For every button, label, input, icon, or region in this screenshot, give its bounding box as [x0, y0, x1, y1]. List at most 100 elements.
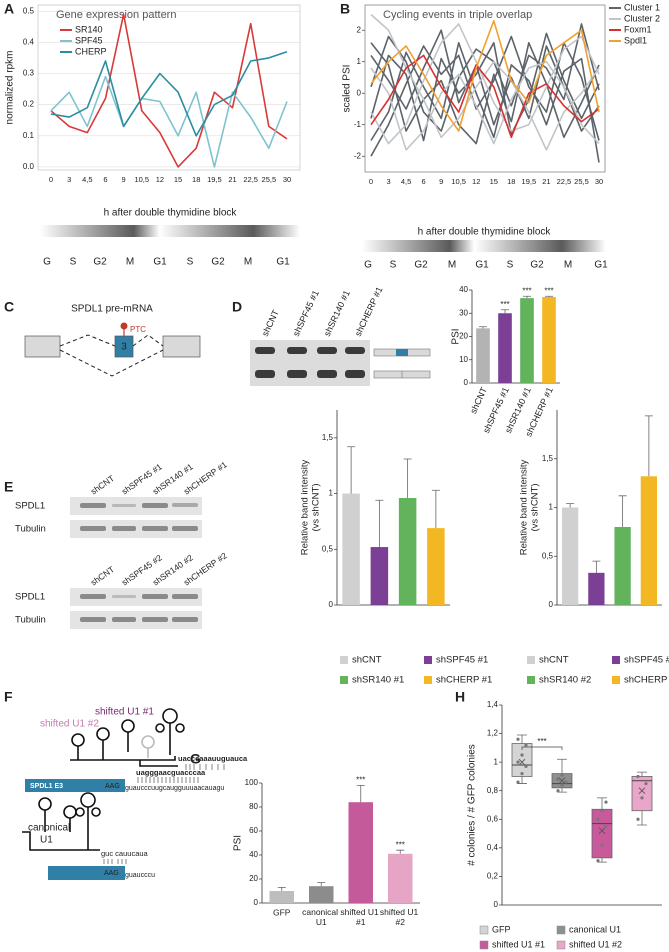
panel-label: B	[340, 1, 350, 17]
error-bar	[523, 295, 531, 299]
y-tick-label: 0	[329, 600, 334, 609]
x-tick-label: 22,5	[557, 177, 572, 186]
error-bar	[501, 309, 509, 314]
diagram-f-rects: shifted U1 #1 shifted U1 #2 uacccaaauugu…	[25, 707, 248, 880]
bar	[348, 802, 373, 903]
data-point	[596, 859, 600, 863]
legend-swatch	[424, 676, 432, 684]
phase-label: G2	[211, 257, 225, 268]
data-point	[516, 737, 520, 741]
y-axis-label: normalized rpkm	[5, 51, 16, 125]
y-axis-label: PSI	[451, 328, 462, 344]
bar	[388, 853, 413, 903]
y-axis-label: Relative band intensity	[300, 459, 311, 555]
bands	[255, 347, 365, 378]
y-tick-label: 0	[464, 378, 469, 387]
exon-box	[25, 779, 125, 792]
phase-label: M	[126, 257, 134, 268]
phase-label: S	[390, 260, 397, 271]
significance-bracket	[521, 746, 563, 750]
error-bar	[277, 887, 286, 891]
phase-label: G	[364, 260, 372, 271]
error-bar	[545, 295, 553, 297]
y-tick-label: 0.2	[23, 100, 35, 109]
timeline-label: h after double thymidine block	[418, 227, 552, 238]
splice-lines	[59, 334, 164, 377]
ptc-label: PTC	[130, 325, 146, 334]
mean-marker	[638, 787, 646, 795]
error-bar	[566, 503, 575, 508]
significance: ***	[356, 776, 365, 785]
x-tick-label: 9	[439, 177, 443, 186]
y-tick-label: 10	[459, 355, 468, 364]
x-tick-label: 0	[369, 177, 373, 186]
sequence: uagggaacguacccaa	[136, 768, 206, 777]
x-tick-label: 6	[103, 175, 107, 184]
sequence: guaucccuugcaugguuuaacauagu	[125, 785, 224, 792]
row-label: SPDL1	[15, 592, 45, 603]
legend-label: Foxm1	[624, 24, 652, 34]
bar	[561, 507, 579, 605]
series-line	[370, 54, 600, 139]
timeline-gradient	[40, 225, 300, 237]
y-tick-label: 0	[549, 600, 554, 609]
y-tick-label: 1	[549, 503, 554, 512]
y-tick-label: 2	[357, 25, 362, 34]
x-tick-label: shifted U1 #2	[380, 907, 421, 927]
series-line	[370, 42, 600, 145]
significance: ***	[522, 286, 531, 295]
data-point	[516, 760, 520, 764]
bar	[542, 296, 556, 383]
y-axis-label: (vs shCNT)	[311, 483, 322, 531]
data-point	[524, 743, 528, 747]
legend-label: Cluster 2	[624, 13, 660, 23]
label-line: #1	[356, 917, 366, 927]
label-line: shifted U1	[380, 907, 421, 917]
x-tick-label: 3	[386, 177, 390, 186]
phase-label: M	[448, 260, 456, 271]
phase-label: S	[70, 257, 77, 268]
phase-label: S	[507, 260, 514, 271]
x-tick-label: 21	[228, 175, 236, 184]
chart-title: Cycling events in triple overlap	[383, 9, 532, 21]
exon-label: 3	[121, 342, 127, 353]
data-point	[596, 817, 600, 821]
lane-label: shSR140 #1	[322, 289, 352, 338]
lane-label: shCNT	[89, 564, 116, 587]
error-bar	[403, 458, 412, 499]
diagram-title: SPDL1 pre-mRNA	[71, 304, 153, 315]
error-bar	[479, 326, 487, 329]
legend-label: canonical U1	[569, 924, 621, 934]
series-line	[370, 13, 600, 151]
diagram-f	[22, 708, 185, 851]
sequence: guc cauucaua	[101, 849, 149, 858]
phase-label: G1	[153, 257, 167, 268]
y-axis-label: scaled PSI	[342, 65, 353, 113]
legend-label: shCHERP #2	[624, 675, 669, 686]
y-tick-label: 0,4	[487, 843, 499, 852]
legend-label: CHERP	[75, 46, 107, 56]
gel	[250, 340, 370, 386]
bar	[520, 298, 534, 383]
y-tick-label: -1	[354, 120, 362, 129]
data-point	[636, 774, 640, 779]
error-bar	[431, 489, 440, 529]
y-tick-label: 1	[494, 757, 499, 766]
phase-label: M	[564, 260, 572, 271]
legend-label: SR140	[75, 24, 103, 34]
panel-labels: A B C D E F G H	[4, 1, 465, 767]
box	[511, 743, 533, 777]
legend-label: GFP	[492, 924, 511, 934]
x-tick-label: canonical U1	[302, 907, 340, 927]
legend-swatch	[340, 656, 348, 664]
y-tick-label: 1,5	[542, 454, 554, 463]
legend-swatch	[527, 676, 535, 684]
y-tick-label: 1	[357, 57, 362, 66]
series-line	[50, 13, 288, 168]
y-tick-label: 0	[357, 88, 362, 97]
bar	[588, 572, 605, 605]
legend-label: shifted U1 #1	[492, 939, 545, 949]
legend-label: shCHERP #1	[436, 675, 492, 686]
phase-label: S	[187, 257, 194, 268]
